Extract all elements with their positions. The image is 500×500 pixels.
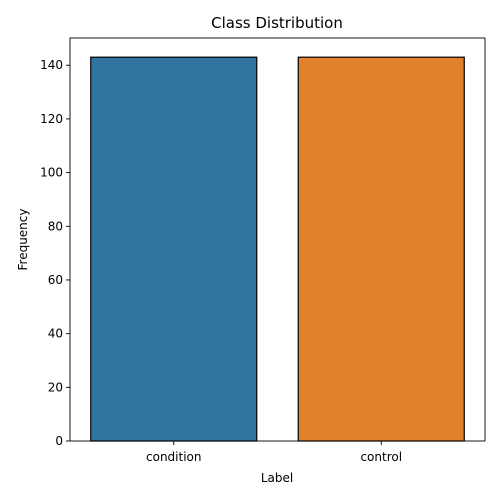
x-tick-label: condition <box>146 450 201 464</box>
y-tick-label: 140 <box>40 58 63 72</box>
x-tick-label: control <box>360 450 402 464</box>
y-axis-label: Frequency <box>16 209 30 271</box>
y-tick-label: 40 <box>48 327 63 341</box>
y-tick-label: 120 <box>40 112 63 126</box>
x-axis-label: Label <box>261 471 293 485</box>
chart-title: Class Distribution <box>211 14 343 32</box>
y-tick-label: 60 <box>48 273 63 287</box>
plot-frame <box>69 37 486 442</box>
y-tick-label: 100 <box>40 166 63 180</box>
bar-condition <box>90 56 258 442</box>
x-axis: condition control <box>146 441 402 464</box>
y-axis: 0 20 40 60 80 100 120 140 <box>40 58 70 448</box>
bar-control <box>297 56 465 442</box>
bars-group <box>90 56 465 442</box>
y-tick-label: 20 <box>48 380 63 394</box>
y-tick-label: 0 <box>55 434 63 448</box>
y-tick-label: 80 <box>48 219 63 233</box>
